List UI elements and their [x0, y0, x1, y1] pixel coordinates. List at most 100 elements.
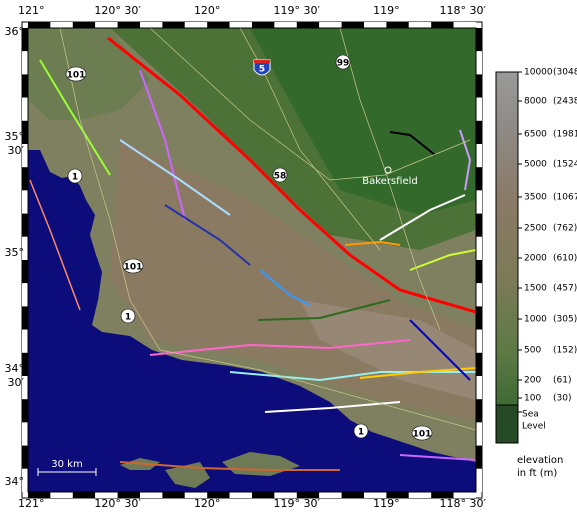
- frame-tick: [72, 492, 96, 498]
- lat-label: 35°: [5, 246, 25, 259]
- frame-tick: [386, 22, 409, 28]
- frame: [21, 21, 483, 499]
- lat-label: 30′: [8, 144, 25, 157]
- legend-ft: 2000: [524, 254, 547, 264]
- frame-tick: [453, 22, 476, 28]
- frame-tick: [476, 74, 482, 98]
- scale-label: 30 km: [51, 459, 82, 470]
- frame-tick: [476, 28, 482, 52]
- frame-tick: [50, 492, 73, 498]
- frame-tick: [140, 22, 163, 28]
- frame-tick: [296, 22, 320, 28]
- frame-tick: [476, 51, 482, 75]
- frame-tick: [319, 22, 342, 28]
- frame-tick: [476, 329, 482, 353]
- fault: [264, 401, 401, 413]
- lon-label: 120°: [194, 4, 221, 17]
- frame-tick: [22, 236, 28, 260]
- road-label: 58: [274, 172, 287, 182]
- state-shield: [411, 425, 433, 441]
- legend-ft: 1000: [524, 315, 547, 325]
- legend-m: (1067): [553, 193, 577, 203]
- frame-tick: [476, 306, 482, 330]
- legend-ft: 10000: [524, 68, 553, 78]
- city-label: Bakersfield: [362, 176, 417, 187]
- frame-tick: [229, 492, 252, 498]
- map-area: Bakersfield 30 km: [28, 28, 476, 492]
- road-label: 5: [259, 65, 265, 75]
- frame-tick: [22, 399, 28, 423]
- frame-tick: [22, 190, 28, 214]
- lon-label: 119°: [373, 497, 400, 510]
- state-shield: [67, 168, 83, 184]
- legend-m: (457): [553, 284, 577, 294]
- frame-tick: [22, 445, 28, 469]
- fault: [149, 339, 411, 356]
- legend-m: (1524): [553, 160, 577, 170]
- lat-label: 34°: [5, 475, 25, 488]
- fault: [409, 249, 476, 271]
- interstate-shield: [253, 59, 271, 76]
- road: [239, 28, 381, 251]
- fault: [459, 129, 472, 191]
- frame-tick: [296, 492, 320, 498]
- frame-tick: [162, 492, 185, 498]
- frame-tick: [28, 492, 51, 498]
- frame-tick: [453, 492, 476, 498]
- interstate-band: [254, 60, 270, 63]
- frame-tick: [117, 22, 140, 28]
- legend-ft: 100: [524, 394, 541, 404]
- frame-tick: [22, 74, 28, 98]
- frame-tick: [476, 190, 482, 214]
- frame-tick: [28, 22, 51, 28]
- frame-tick: [476, 167, 482, 191]
- frame-tick: [22, 376, 28, 400]
- road-label: 101: [124, 263, 143, 273]
- frame-tick: [476, 213, 482, 237]
- frame-tick: [95, 492, 118, 498]
- frame-tick: [22, 120, 28, 144]
- fault: [259, 269, 311, 306]
- frame-tick: [207, 22, 230, 28]
- lon-label: 118° 30′: [440, 4, 487, 17]
- frame-tick: [22, 468, 28, 492]
- state-shield: [272, 167, 288, 183]
- state-shield: [120, 308, 136, 324]
- legend-m: (305): [553, 315, 577, 325]
- hills: [28, 28, 150, 120]
- fault: [139, 69, 186, 221]
- lon-label: 121°: [18, 4, 45, 17]
- legend-ft: 8000: [524, 97, 547, 107]
- frame-tick: [184, 22, 208, 28]
- state-shield: [335, 54, 351, 70]
- fault: [389, 131, 436, 156]
- map-border: [27, 27, 477, 493]
- frame-tick: [476, 120, 482, 144]
- legend-bar: [495, 71, 519, 444]
- frame-tick: [117, 492, 140, 498]
- frame-tick: [319, 492, 342, 498]
- lon-label: 118° 30′: [440, 497, 487, 510]
- frame-tick: [184, 492, 208, 498]
- fault: [379, 194, 466, 241]
- frame-tick: [476, 144, 482, 168]
- legend-ft: 500: [524, 346, 541, 356]
- fault: [164, 204, 251, 266]
- frame-tick: [252, 22, 275, 28]
- legend-ft: 3500: [524, 193, 547, 203]
- frame-tick: [274, 22, 297, 28]
- legend-ft: 5000: [524, 160, 547, 170]
- lat-label: 34°: [5, 362, 25, 375]
- legend-m: (2438): [553, 97, 577, 107]
- frame-tick: [252, 492, 275, 498]
- frame-tick: [207, 492, 230, 498]
- frame-tick: [95, 22, 118, 28]
- fault: [344, 240, 401, 246]
- fault: [119, 139, 231, 216]
- faults: [29, 36, 476, 471]
- lat-label: 36°: [5, 25, 25, 38]
- frame-tick: [341, 22, 364, 28]
- fault: [399, 454, 476, 461]
- frame-tick: [476, 376, 482, 400]
- legend-m: (61): [553, 376, 571, 386]
